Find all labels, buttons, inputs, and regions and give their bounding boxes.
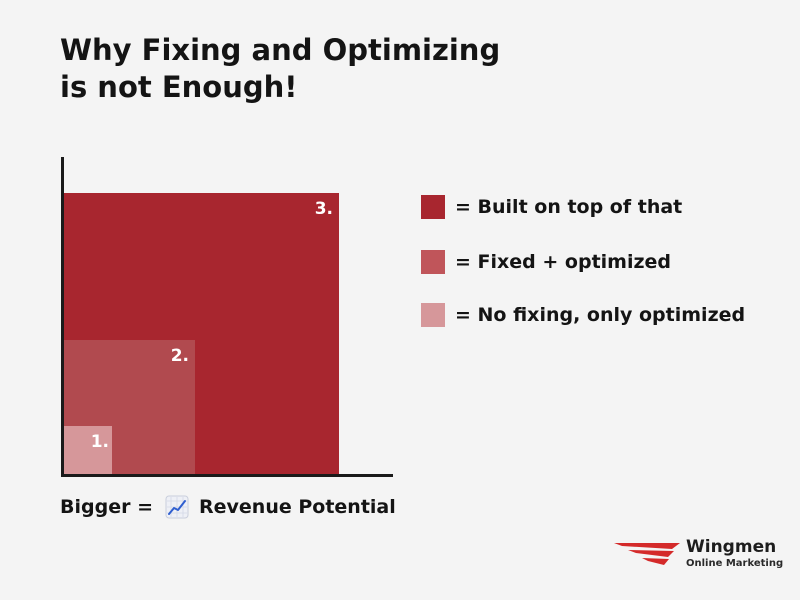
wing-logo-icon [614, 543, 680, 565]
page-title: Why Fixing and Optimizing is not Enough! [60, 32, 500, 106]
wingmen-logo: Wingmen Online Marketing [614, 538, 783, 570]
logo-subtitle: Online Marketing [686, 558, 784, 569]
square-2-label: 2. [170, 346, 189, 366]
title-line-1: Why Fixing and Optimizing [60, 33, 501, 67]
y-axis-line [61, 157, 64, 477]
legend-swatch-dark [421, 195, 445, 219]
title-line-2: is not Enough! [60, 70, 298, 104]
caption-prefix: Bigger = [60, 496, 153, 518]
logo-name: Wingmen [686, 537, 777, 557]
legend-swatch-medium [421, 250, 445, 274]
square-1-label: 1. [90, 432, 109, 452]
diagram-caption: Bigger = Revenue Potential [60, 495, 396, 519]
chart-increasing-icon [165, 495, 189, 519]
legend-label: = No fixing, only optimized [455, 304, 746, 326]
legend-item-fixed-optimized: = Fixed + optimized [421, 248, 791, 276]
square-1: 1. [64, 426, 112, 475]
legend-swatch-light [421, 303, 445, 327]
x-axis-line [61, 474, 393, 477]
legend: = Built on top of that = Fixed + optimiz… [421, 193, 791, 356]
legend-label: = Fixed + optimized [455, 251, 672, 273]
legend-item-only-optimized: = No fixing, only optimized [421, 301, 791, 329]
legend-label: = Built on top of that [455, 196, 683, 218]
caption-suffix: Revenue Potential [199, 496, 396, 518]
square-3-label: 3. [314, 199, 333, 219]
legend-item-built-on-top: = Built on top of that [421, 193, 791, 221]
